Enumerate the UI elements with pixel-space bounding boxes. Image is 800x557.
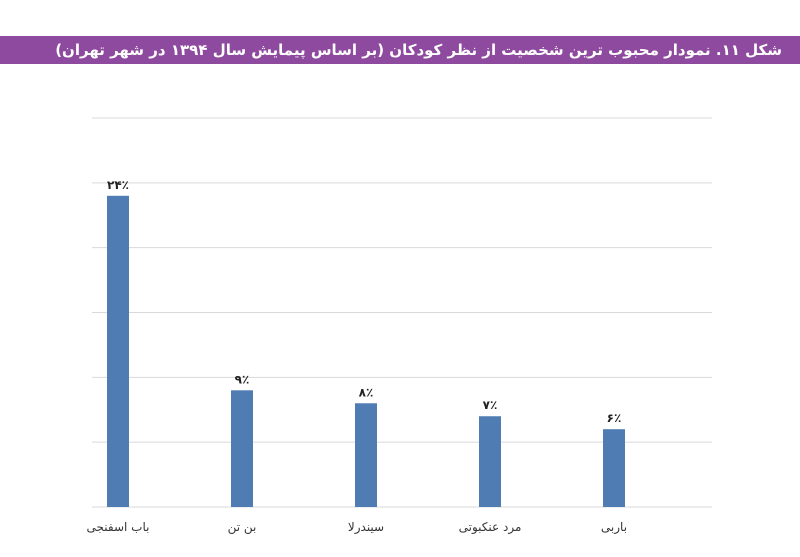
title-bar: شکل ۱۱. نمودار محبوب ترین شخصیت از نظر ک… — [0, 36, 800, 64]
bars — [107, 195, 625, 508]
category-label: باربی — [601, 520, 627, 535]
category-label: بن تن — [228, 520, 257, 535]
category-label: مرد عنکبوتی — [459, 520, 522, 535]
bar — [355, 403, 377, 507]
data-label: ۸٪ — [359, 385, 374, 399]
chart-title: شکل ۱۱. نمودار محبوب ترین شخصیت از نظر ک… — [55, 41, 782, 59]
category-labels: باب اسفنجی بن تن سیندرلا مرد عنکبوتی باربی — [87, 520, 628, 535]
data-label: ۷٪ — [483, 398, 498, 412]
bar — [479, 416, 501, 507]
data-label: ۹٪ — [235, 372, 250, 386]
category-label: باب اسفنجی — [87, 520, 150, 534]
bar — [107, 195, 129, 508]
bar — [603, 429, 625, 507]
bar — [231, 390, 253, 507]
category-label: سیندرلا — [348, 520, 384, 535]
data-label: ۲۴٪ — [107, 178, 129, 192]
data-labels: ۲۴٪ ۹٪ ۸٪ ۷٪ ۶٪ — [107, 178, 621, 425]
data-label: ۶٪ — [607, 411, 622, 425]
